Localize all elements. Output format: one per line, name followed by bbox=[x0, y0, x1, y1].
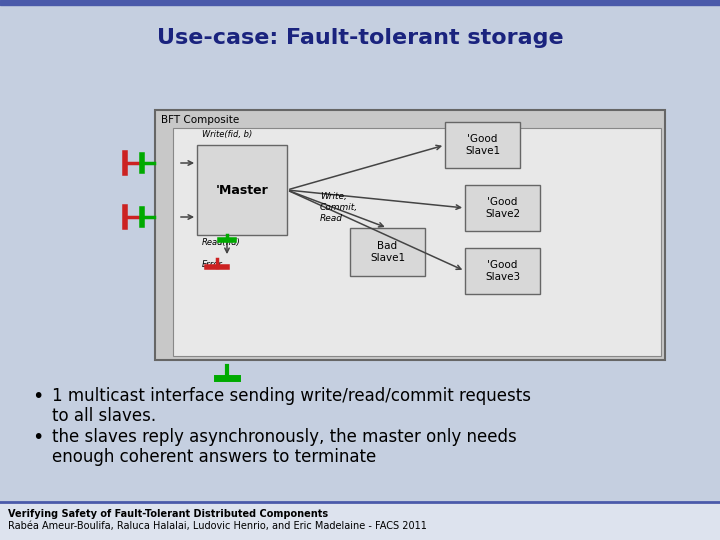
Text: Rabéa Ameur-Boulifa, Raluca Halalai, Ludovic Henrio, and Eric Madelaine - FACS 2: Rabéa Ameur-Boulifa, Raluca Halalai, Lud… bbox=[8, 521, 427, 531]
Text: enough coherent answers to terminate: enough coherent answers to terminate bbox=[52, 448, 377, 466]
Bar bbox=[197, 145, 287, 235]
Text: Write,
Commit,
Read: Write, Commit, Read bbox=[320, 192, 358, 223]
Text: •: • bbox=[32, 387, 43, 406]
Text: 1 multicast interface sending write/read/commit requests: 1 multicast interface sending write/read… bbox=[52, 387, 531, 405]
Text: to all slaves.: to all slaves. bbox=[52, 407, 156, 425]
Bar bbox=[465, 185, 540, 231]
Text: Error: Error bbox=[202, 260, 223, 269]
Text: •: • bbox=[32, 428, 43, 447]
Text: Write(fid, b): Write(fid, b) bbox=[202, 130, 252, 139]
Bar bbox=[155, 110, 665, 360]
Text: 'Good
Slave2: 'Good Slave2 bbox=[485, 197, 520, 219]
Text: BFT Composite: BFT Composite bbox=[161, 115, 239, 125]
Text: the slaves reply asynchronously, the master only needs: the slaves reply asynchronously, the mas… bbox=[52, 428, 517, 446]
Bar bbox=[350, 228, 425, 276]
Bar bbox=[465, 248, 540, 294]
Bar bbox=[0, 0, 720, 5]
Bar bbox=[173, 128, 661, 356]
Text: Read(fid): Read(fid) bbox=[202, 238, 240, 247]
Text: 'Good
Slave3: 'Good Slave3 bbox=[485, 260, 520, 282]
Text: 'Master: 'Master bbox=[215, 184, 269, 197]
Text: 'Good
Slave1: 'Good Slave1 bbox=[465, 134, 500, 156]
Text: Verifying Safety of Fault-Tolerant Distributed Components: Verifying Safety of Fault-Tolerant Distr… bbox=[8, 509, 328, 519]
Text: Use-case: Fault-tolerant storage: Use-case: Fault-tolerant storage bbox=[157, 28, 563, 48]
Text: Bad
Slave1: Bad Slave1 bbox=[370, 241, 405, 263]
Bar bbox=[445, 122, 520, 168]
Bar bbox=[0, 502, 720, 540]
